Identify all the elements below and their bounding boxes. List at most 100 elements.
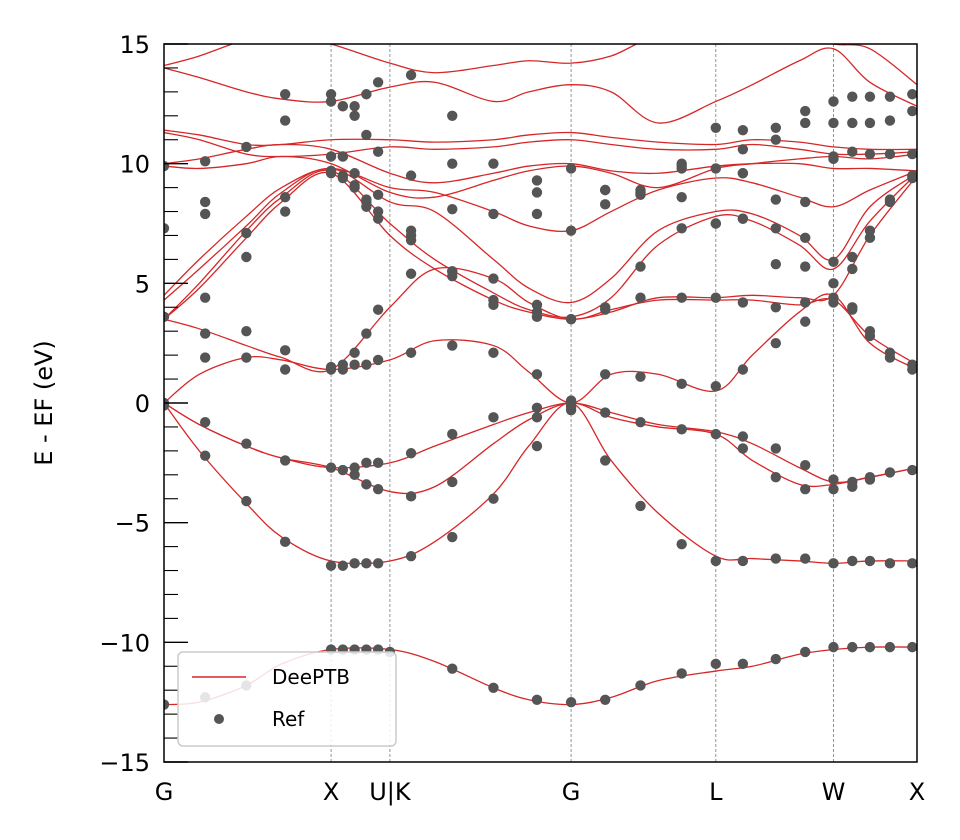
- ref-point: [405, 69, 417, 81]
- x-tick-label: X: [323, 778, 339, 806]
- y-tick-label: −10: [99, 629, 150, 657]
- ref-point: [864, 232, 876, 244]
- ref-point: [199, 416, 211, 428]
- ref-point: [349, 101, 360, 112]
- ref-point: [635, 184, 646, 196]
- y-tick-label: 15: [119, 31, 150, 59]
- ref-point: [907, 148, 917, 160]
- ref-point: [710, 163, 722, 174]
- ref-point: [770, 223, 782, 234]
- ref-point: [600, 407, 611, 418]
- ref-point: [349, 462, 360, 473]
- ref-point: [488, 412, 499, 423]
- ref-point: [635, 500, 646, 512]
- legend-label-ref: Ref: [272, 707, 305, 731]
- ref-point: [405, 347, 417, 358]
- band-line-8: [164, 169, 917, 320]
- ref-point: [800, 460, 811, 471]
- ref-point: [737, 144, 749, 155]
- ref-point: [828, 96, 839, 107]
- ref-point: [847, 91, 858, 102]
- ref-point: [737, 431, 749, 442]
- x-tick-label: G: [562, 778, 581, 806]
- ref-point: [847, 146, 858, 157]
- ref-point: [279, 536, 291, 548]
- ref-point: [199, 450, 211, 461]
- ref-point: [600, 184, 611, 196]
- ref-point: [710, 122, 722, 133]
- ref-point: [241, 352, 252, 363]
- ref-point: [864, 474, 876, 485]
- ref-point: [337, 364, 349, 375]
- ref-point: [635, 292, 646, 303]
- ref-point: [361, 558, 372, 569]
- ref-point: [488, 493, 499, 504]
- y-tick-label: 10: [119, 151, 150, 179]
- legend-label-deeptb: DeePTB: [272, 665, 350, 689]
- ref-point: [361, 328, 372, 339]
- ref-point: [447, 110, 458, 122]
- ref-point: [800, 232, 811, 244]
- ref-point: [488, 208, 499, 220]
- ref-point: [488, 294, 499, 306]
- ref-point: [447, 266, 458, 277]
- ref-point: [710, 428, 722, 440]
- ref-point: [828, 483, 839, 495]
- ref-point: [828, 256, 839, 267]
- ref-point: [164, 223, 170, 234]
- ref-point: [907, 364, 917, 375]
- ref-point: [828, 117, 839, 129]
- ref-point: [361, 479, 372, 490]
- ref-point: [847, 263, 858, 275]
- ref-point: [565, 225, 577, 236]
- ref-point: [372, 354, 384, 366]
- ref-point: [847, 555, 858, 567]
- ref-point: [907, 105, 917, 117]
- ref-point: [828, 278, 839, 289]
- ref-point: [337, 172, 349, 184]
- x-tick-label: L: [709, 778, 723, 806]
- ref-point: [279, 206, 291, 217]
- band-line-13: [164, 131, 917, 158]
- ref-point: [800, 105, 811, 117]
- ref-point: [447, 428, 458, 440]
- ref-point: [372, 213, 384, 224]
- band-line-2: [164, 402, 917, 565]
- band-line-16: [164, 44, 917, 86]
- ref-point: [372, 457, 384, 469]
- ref-point: [710, 555, 722, 567]
- ref-point: [349, 168, 360, 179]
- x-tick-label: G: [155, 778, 174, 806]
- ref-point: [800, 297, 811, 308]
- ref-point: [279, 455, 291, 466]
- ref-point: [325, 361, 337, 373]
- ref-point: [372, 558, 384, 569]
- ref-point: [199, 196, 211, 208]
- ref-point: [164, 311, 170, 323]
- ref-point: [337, 560, 349, 571]
- ref-point: [531, 369, 543, 380]
- ref-point: [676, 424, 687, 435]
- ref-point: [635, 261, 646, 272]
- ref-point: [372, 206, 384, 217]
- ref-point: [676, 292, 687, 303]
- y-tick-label: −15: [99, 749, 150, 777]
- ref-point: [349, 180, 360, 191]
- ref-point: [488, 158, 499, 169]
- ref-point: [488, 682, 499, 694]
- ref-point: [635, 416, 646, 428]
- ref-point: [770, 443, 782, 454]
- ref-point: [737, 124, 749, 136]
- ref-point: [565, 163, 577, 174]
- ref-point: [349, 558, 360, 569]
- ref-point: [710, 292, 722, 303]
- ref-point: [325, 165, 337, 177]
- ref-point: [349, 359, 360, 370]
- band-line-14: [164, 129, 917, 151]
- ref-point: [737, 213, 749, 224]
- ref-point: [405, 491, 417, 502]
- ref-point: [279, 191, 291, 203]
- band-line-5: [164, 293, 917, 404]
- y-axis-label: E - EF (eV): [30, 340, 58, 466]
